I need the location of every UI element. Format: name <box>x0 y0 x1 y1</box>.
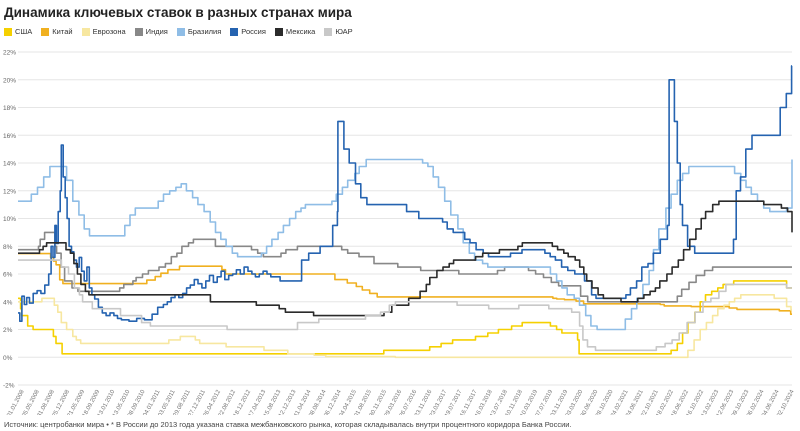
legend-item: Еврозона <box>81 27 126 36</box>
y-tick-label: -2% <box>3 383 15 390</box>
legend-swatch <box>81 27 90 36</box>
legend-label: Еврозона <box>92 27 126 36</box>
legend-swatch <box>324 27 333 36</box>
source-note: Источник: центробанки мира • * В России … <box>4 420 572 429</box>
y-tick-label: 12% <box>3 188 16 195</box>
series-line <box>18 252 792 315</box>
legend-label: США <box>15 27 33 36</box>
series-line <box>18 259 792 352</box>
y-tick-label: 2% <box>3 327 13 334</box>
line-chart: -2%0%2%4%6%8%10%12%14%16%18%20%22%01.01.… <box>3 50 796 416</box>
series-line <box>18 280 792 355</box>
series-line <box>18 65 793 322</box>
legend-item: Индия <box>134 27 168 36</box>
legend-label: Мексика <box>285 27 316 36</box>
legend-item: Бразилия <box>176 27 222 36</box>
y-tick-label: 18% <box>3 105 16 112</box>
chart-legend: США Китай Еврозона Индия Бразилия Россия Мекси… <box>4 27 353 36</box>
legend-label: ЮАР <box>335 27 353 36</box>
legend-label: Индия <box>145 27 168 36</box>
series-line <box>18 158 793 331</box>
legend-item: Россия <box>230 27 266 36</box>
legend-label: Китай <box>52 27 73 36</box>
legend-swatch <box>41 27 50 36</box>
y-tick-label: 22% <box>3 50 16 57</box>
legend-swatch <box>4 27 12 36</box>
y-tick-label: 20% <box>3 77 16 84</box>
legend-item: Китай <box>41 27 73 36</box>
y-tick-label: 0% <box>3 355 13 362</box>
chart-title: Динамика ключевых ставок в разных страна… <box>4 5 352 20</box>
series-line <box>18 294 792 359</box>
legend-swatch <box>274 27 283 36</box>
y-tick-label: 6% <box>3 272 13 279</box>
y-tick-label: 14% <box>3 161 16 168</box>
legend-swatch <box>176 27 185 36</box>
legend-label: Бразилия <box>187 27 222 36</box>
legend-swatch <box>134 27 143 36</box>
y-tick-label: 16% <box>3 133 16 140</box>
legend-label: Россия <box>241 27 266 36</box>
y-tick-label: 8% <box>3 244 13 251</box>
legend-swatch <box>230 27 239 36</box>
y-tick-label: 4% <box>3 299 13 306</box>
legend-item: Мексика <box>274 27 316 36</box>
series-line <box>18 200 793 317</box>
legend-item: США <box>4 27 32 36</box>
y-tick-label: 10% <box>3 216 16 223</box>
legend-item: ЮАР <box>324 27 353 36</box>
